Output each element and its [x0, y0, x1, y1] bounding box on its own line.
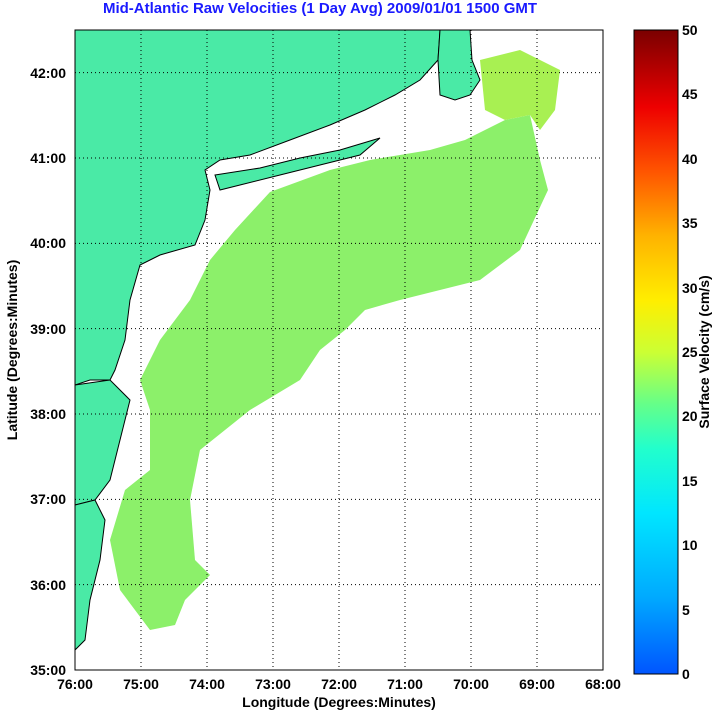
- x-tick-label: 70:00: [453, 676, 489, 692]
- colorbar-tick-label: 0: [682, 666, 690, 682]
- y-tick-label: 37:00: [30, 491, 66, 508]
- y-tick-label: 40:00: [30, 235, 66, 252]
- x-tick-label: 68:00: [585, 676, 621, 692]
- y-tick-label: 38:00: [30, 406, 66, 422]
- x-tick-label: 71:00: [387, 676, 423, 692]
- colorbar-tick-label: 15: [682, 472, 698, 489]
- x-axis-label: Longitude (Degrees:Minutes): [242, 694, 436, 710]
- y-tick-label: 36:00: [30, 576, 66, 593]
- colorbar-label: Surface Velocity (cm/s): [696, 275, 712, 429]
- colorbar-tick-label: 20: [682, 408, 698, 425]
- x-tick-label: 73:00: [255, 676, 291, 692]
- colorbar-tick-label: 40: [682, 150, 698, 167]
- velocity-field: [110, 50, 560, 630]
- map-title: Mid-Atlantic Raw Velocities (1 Day Avg) …: [102, 0, 538, 17]
- x-tick-label: 72:00: [321, 676, 357, 692]
- colorbar-tick-label: 35: [682, 215, 698, 232]
- colorbar-tick-label: 5: [682, 601, 690, 618]
- virginia-nc-land: [75, 499, 106, 651]
- x-tick-label: 76:00: [57, 676, 93, 692]
- colorbar: [633, 29, 679, 675]
- colorbar-tick-label: 45: [682, 86, 698, 103]
- gridlines: [75, 30, 603, 670]
- colorbar-tick-label: 10: [682, 537, 698, 554]
- colorbar-tick-label: 30: [682, 279, 698, 296]
- colorbar-tick-label: 25: [682, 344, 698, 360]
- new-england-land: [75, 30, 441, 386]
- colorbar-tick-label: 50: [682, 22, 698, 38]
- x-tick-label: 74:00: [189, 676, 225, 692]
- x-tick-label: 69:00: [519, 676, 555, 692]
- y-tick-label: 41:00: [30, 150, 66, 166]
- y-tick-label: 42:00: [30, 64, 66, 81]
- x-tick-label: 75:00: [123, 676, 159, 692]
- y-tick-label: 35:00: [30, 662, 66, 678]
- velocity-field-main: [110, 115, 548, 630]
- y-tick-label: 39:00: [30, 320, 66, 337]
- cape-cod-land: [437, 30, 481, 101]
- plot-frame: [74, 29, 604, 671]
- velocity-field-northeast: [480, 50, 560, 130]
